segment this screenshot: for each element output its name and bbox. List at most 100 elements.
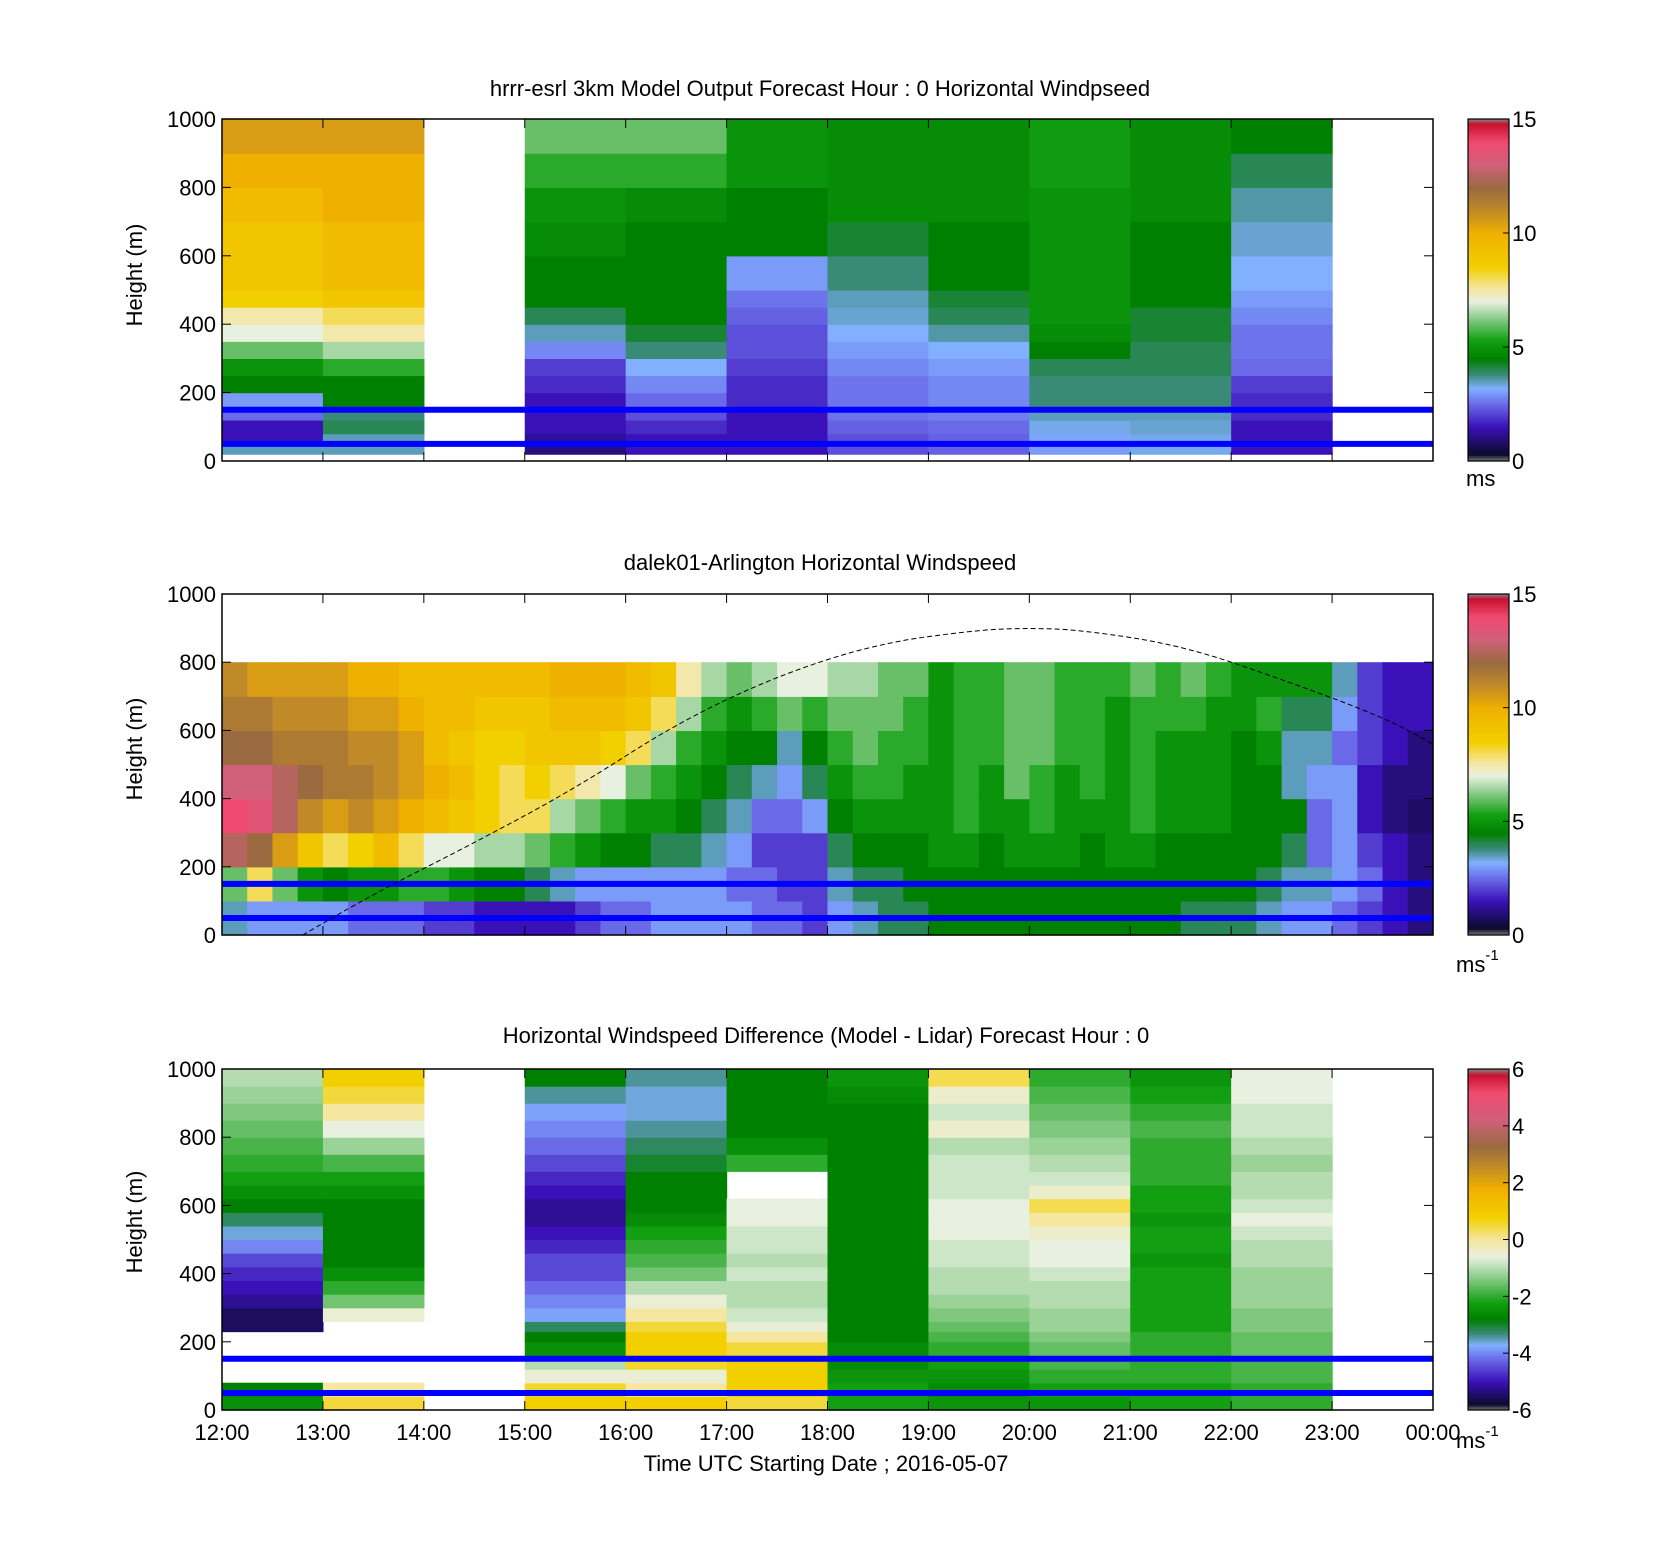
colorbar-swatch — [1468, 1264, 1509, 1267]
heatmap-cell — [1029, 358, 1131, 377]
heatmap-cell — [1029, 730, 1056, 766]
colorbar-swatch — [1468, 910, 1509, 913]
heatmap-cell — [449, 662, 475, 697]
heatmap-cell — [322, 1396, 425, 1411]
heatmap-cell — [827, 375, 930, 394]
colorbar-swatch — [1468, 181, 1509, 185]
heatmap-cell — [524, 798, 551, 834]
heatmap-cell — [1130, 221, 1232, 257]
colorbar-swatch — [1468, 1186, 1509, 1189]
heatmap-cell — [1407, 730, 1434, 766]
colorbar-swatch — [1468, 310, 1509, 314]
heatmap-cell — [1130, 1369, 1232, 1384]
colorbar-swatch — [1468, 1271, 1509, 1275]
colorbar-tick-label: 0 — [1512, 1228, 1524, 1253]
heatmap-cell — [1130, 1294, 1232, 1309]
colorbar-swatch — [1468, 196, 1509, 200]
colorbar-swatch — [1468, 800, 1509, 803]
heatmap-cell — [1231, 1184, 1333, 1200]
colorbar-swatch — [1468, 641, 1509, 644]
colorbar-swatch — [1468, 248, 1509, 251]
heatmap-cell — [777, 696, 803, 731]
colorbar-swatch — [1468, 1158, 1509, 1161]
colorbar-swatch — [1468, 1199, 1509, 1203]
colorbar-swatch — [1468, 1322, 1509, 1326]
heatmap-cell — [827, 153, 930, 188]
heatmap-cell — [802, 764, 829, 800]
heatmap-cell — [1231, 290, 1333, 308]
colorbar-swatch — [1468, 683, 1509, 686]
heatmap-cell — [1306, 730, 1333, 766]
colorbar-swatch — [1468, 726, 1509, 730]
colorbar-swatch — [1468, 614, 1509, 618]
colorbar-swatch — [1468, 200, 1509, 204]
heatmap-cell — [928, 419, 1030, 435]
heatmap-cell — [524, 1069, 627, 1087]
heatmap-cell — [726, 1331, 829, 1343]
colorbar-swatch — [1468, 1260, 1509, 1263]
heatmap-cell — [575, 764, 602, 800]
heatmap-cell — [928, 1184, 1030, 1200]
colorbar-swatch — [1468, 667, 1509, 671]
colorbar-swatch — [1468, 394, 1509, 397]
heatmap-cell — [1130, 443, 1232, 455]
heatmap-cell — [524, 1184, 627, 1200]
heatmap-cell — [827, 1184, 930, 1200]
heatmap-cell — [928, 341, 1030, 359]
heatmap-cell — [625, 290, 728, 308]
colorbar-swatch — [1468, 787, 1509, 790]
heatmap-cell — [701, 764, 728, 800]
colorbar-swatch — [1468, 191, 1509, 194]
heatmap-cells — [222, 119, 1333, 455]
y-tick-label: 600 — [179, 718, 216, 743]
heatmap-cell — [524, 290, 627, 308]
colorbar-swatch — [1468, 825, 1509, 828]
colorbar-swatch — [1468, 373, 1509, 377]
heatmap-cell — [524, 324, 627, 342]
x-tick-label: 12:00 — [194, 1420, 249, 1445]
colorbar-swatch — [1468, 1224, 1509, 1227]
colorbar-swatch — [1468, 1326, 1509, 1330]
colorbar-swatch — [1468, 647, 1509, 650]
heatmap-cell — [903, 764, 930, 800]
colorbar-swatch — [1468, 872, 1509, 875]
colorbar-swatch — [1468, 272, 1509, 276]
heatmap-cell — [1105, 730, 1131, 766]
colorbar-swatch — [1468, 1078, 1509, 1081]
heatmap-cell — [449, 764, 475, 800]
colorbar-swatch — [1468, 870, 1509, 874]
heatmap-cell — [1079, 662, 1106, 697]
heatmap-cell — [549, 696, 576, 731]
heatmap-cell — [322, 1120, 425, 1138]
heatmap-cell — [524, 358, 627, 377]
colorbar-swatch — [1468, 158, 1509, 162]
heatmap-cell — [373, 730, 400, 766]
colorbar-swatch — [1468, 823, 1509, 826]
heatmap-cell — [1029, 1341, 1131, 1357]
heatmap-cell — [1130, 1239, 1232, 1254]
heatmap-cell — [1029, 307, 1131, 325]
colorbar-swatch — [1468, 371, 1509, 375]
heatmap-cell — [1231, 392, 1333, 407]
heatmap-cell — [1029, 1396, 1131, 1411]
heatmap-cell — [1357, 764, 1384, 800]
heatmap-cell — [701, 662, 728, 697]
heatmap-cell — [1029, 832, 1056, 868]
colorbar-swatch — [1468, 447, 1509, 451]
heatmap-cell — [827, 1154, 930, 1172]
heatmap-cell — [423, 696, 450, 731]
colorbar-swatch — [1468, 379, 1509, 382]
heatmap-cell — [1332, 764, 1358, 800]
colorbar-swatch — [1468, 1233, 1509, 1237]
colorbar-swatch — [1468, 724, 1509, 728]
heatmap-cell — [852, 662, 879, 697]
colorbar-swatch — [1468, 1266, 1509, 1269]
heatmap-cell — [222, 1253, 324, 1268]
heatmap-cell — [322, 187, 425, 223]
heatmap-cell — [827, 307, 930, 325]
heatmap-cell — [1054, 730, 1081, 766]
heatmap-cell — [1130, 433, 1232, 445]
colorbar-swatch — [1468, 1370, 1509, 1373]
colorbar-swatch — [1468, 1220, 1509, 1224]
colorbar-swatch — [1468, 366, 1509, 369]
